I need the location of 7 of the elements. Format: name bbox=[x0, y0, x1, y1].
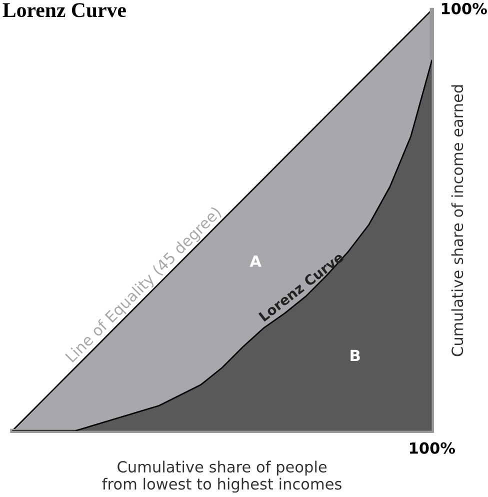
x-axis-title: Cumulative share of people from lowest to highest incomes bbox=[102, 460, 342, 493]
text: 100% bbox=[442, 2, 487, 14]
annotation: A bbox=[250, 256, 262, 267]
chart-title: Lorenz Curve bbox=[2, 3, 126, 18]
text: 100% bbox=[410, 442, 455, 454]
y-axis-title: Cumulative share of income earned bbox=[451, 85, 464, 356]
annotation: B bbox=[350, 350, 360, 362]
